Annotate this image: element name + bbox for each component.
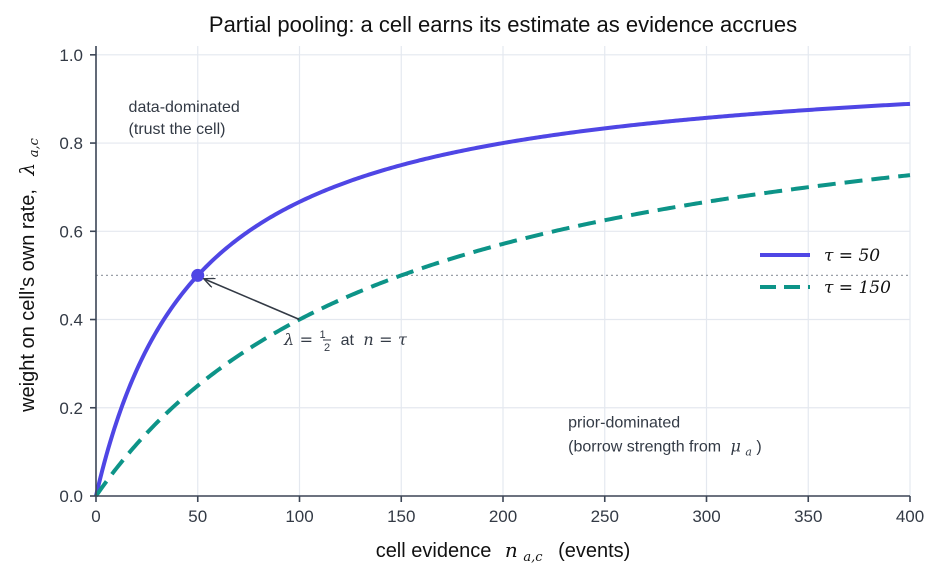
arrow-label-n: n (363, 330, 373, 349)
prior-dominated-prefix: (borrow strength from (568, 439, 721, 456)
legend-label-tau-150: τ = 150 (824, 278, 891, 298)
y-axis-title-subscript: a,c (27, 137, 42, 157)
arrow-line (204, 279, 300, 321)
x-axis-title-suffix: (events) (558, 540, 630, 562)
x-tick-label: 350 (794, 507, 822, 526)
arrow-label-tau: τ (398, 330, 408, 349)
x-tick-label: 0 (91, 507, 100, 526)
x-tick-label: 200 (489, 507, 517, 526)
chart-title: Partial pooling: a cell earns its estima… (209, 12, 797, 37)
arrow-label-num: 1 (319, 329, 325, 341)
x-axis-title-prefix: cell evidence (376, 540, 492, 562)
y-axis-title: weight on cell's own rate, λ a,c (15, 137, 42, 413)
arrow-label-eq: = (300, 330, 313, 349)
arrow-label-den: 2 (324, 342, 330, 354)
y-tick-label: 0.4 (59, 311, 83, 330)
arrow-label-eq2: = (379, 330, 392, 349)
legend: τ = 50 τ = 150 (760, 246, 891, 298)
prior-dominated-subscript: a (745, 446, 752, 459)
x-axis-title-symbol: n (505, 538, 518, 562)
x-tick-label: 400 (896, 507, 924, 526)
series-line-0 (94, 101, 911, 497)
x-axis-title-subscript: a,c (523, 550, 543, 565)
marker-point (191, 268, 205, 282)
x-tick-label: 250 (591, 507, 619, 526)
legend-label-tau-50: τ = 50 (824, 246, 880, 266)
prior-dominated-mu: μ (731, 437, 741, 456)
arrow-label-at: at (341, 332, 355, 349)
y-tick-label: 1.0 (59, 46, 83, 65)
arrow-label: λ = 1 2 at n = τ (283, 325, 408, 355)
data-dominated-line-2: (trust the cell) (129, 121, 226, 138)
x-tick-label: 150 (387, 507, 415, 526)
x-tick-label: 300 (692, 507, 720, 526)
prior-dominated-close: ) (756, 439, 761, 456)
series-layer (94, 101, 911, 498)
x-tick-label: 50 (188, 507, 207, 526)
tick-labels: 0 50 100 150 200 250 300 350 400 0.0 0.2 0.4 0.6 0.8 1… (59, 46, 924, 526)
arrow-annotation: λ = 1 2 at n = τ (204, 279, 408, 355)
data-dominated-line-1: data-dominated (129, 99, 240, 116)
x-tick-label: 100 (285, 507, 313, 526)
y-tick-label: 0.0 (59, 487, 83, 506)
y-axis-title-prefix: weight on cell's own rate, (17, 189, 39, 413)
data-dominated-label: data-dominated (trust the cell) (129, 99, 245, 138)
y-axis-title-symbol: λ (15, 163, 39, 177)
prior-dominated-line-1: prior-dominated (568, 415, 680, 432)
x-axis-title: cell evidence n a,c (events) (376, 538, 631, 566)
y-tick-label: 0.8 (59, 134, 83, 153)
prior-dominated-line-2: (borrow strength from μ a ) (568, 437, 762, 460)
y-tick-label: 0.6 (59, 222, 83, 241)
y-tick-label: 0.2 (59, 399, 83, 418)
series-line-1 (94, 173, 911, 498)
arrow-label-lambda: λ (283, 330, 294, 349)
